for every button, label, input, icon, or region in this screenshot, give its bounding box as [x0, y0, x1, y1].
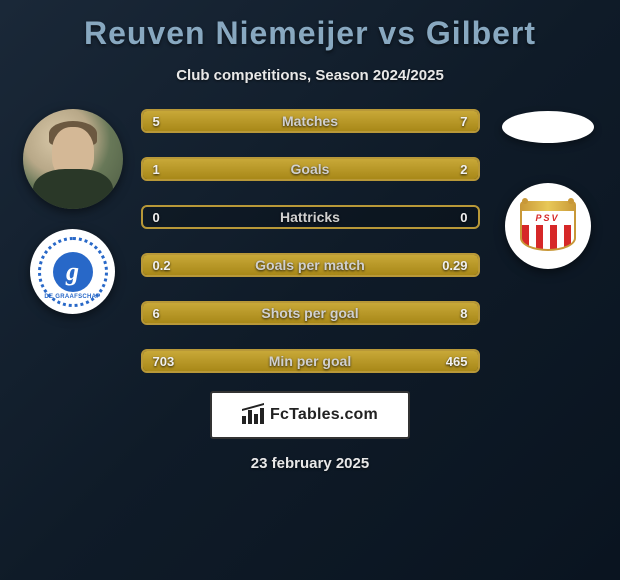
psv-shield-bottom	[520, 225, 576, 251]
stat-value-right: 0.29	[442, 258, 467, 273]
club-badge-left-letter: g	[66, 257, 79, 287]
stat-value-left: 703	[153, 354, 175, 369]
stat-value-right: 8	[460, 306, 467, 321]
club-badge-left-text: DE GRAAFSCHAP	[44, 294, 100, 300]
club-badge-left: g DE GRAAFSCHAP	[30, 229, 115, 314]
stat-label: Goals per match	[143, 257, 478, 273]
stat-value-left: 0.2	[153, 258, 171, 273]
stats-column: Matches5 7 Goals1 2 Hattricks0 0 Goals per mat…	[133, 109, 488, 373]
footer-brand-badge[interactable]: FcTables.com	[210, 391, 410, 439]
stat-value-left: 6	[153, 306, 160, 321]
stat-label: Min per goal	[143, 353, 478, 369]
content-area: g DE GRAAFSCHAP Matches5 7 Goals1 2 Hattrick…	[0, 109, 620, 373]
psv-shield-text: PSV	[535, 213, 559, 223]
stat-value-right: 465	[446, 354, 468, 369]
stat-label: Shots per goal	[143, 305, 478, 321]
stat-value-right: 0	[460, 210, 467, 225]
stat-value-right: 2	[460, 162, 467, 177]
comparison-card: Reuven Niemeijer vs Gilbert Club competi…	[0, 0, 620, 580]
avatar-body	[33, 169, 113, 209]
stat-label: Matches	[143, 113, 478, 129]
psv-shield-top	[520, 201, 576, 211]
left-column: g DE GRAAFSCHAP	[13, 109, 133, 314]
stat-bar: Hattricks0 0	[141, 205, 480, 229]
chart-icon	[242, 406, 264, 424]
stat-value-right: 7	[460, 114, 467, 129]
stat-bar: Min per goal703 465	[141, 349, 480, 373]
right-column: PSV	[488, 109, 608, 269]
stat-label: Goals	[143, 161, 478, 177]
club-badge-right: PSV	[505, 183, 591, 269]
club-badge-left-circle: g	[53, 252, 93, 292]
stat-value-left: 0	[153, 210, 160, 225]
stat-value-left: 5	[153, 114, 160, 129]
page-title: Reuven Niemeijer vs Gilbert	[84, 15, 536, 52]
psv-shield: PSV	[520, 201, 576, 251]
player-left-avatar	[23, 109, 123, 209]
subtitle: Club competitions, Season 2024/2025	[176, 67, 444, 84]
stat-value-left: 1	[153, 162, 160, 177]
stat-bar: Goals per match0.2 0.29	[141, 253, 480, 277]
psv-shield-mid: PSV	[520, 211, 576, 225]
footer-date: 23 february 2025	[251, 455, 369, 472]
footer-brand-text: FcTables.com	[270, 406, 378, 424]
stat-label: Hattricks	[143, 209, 478, 225]
club-badge-left-ring: g DE GRAAFSCHAP	[38, 237, 108, 307]
stat-bar: Goals1 2	[141, 157, 480, 181]
stat-bar: Shots per goal6 8	[141, 301, 480, 325]
stat-bar: Matches5 7	[141, 109, 480, 133]
player-right-avatar-placeholder	[502, 111, 594, 143]
